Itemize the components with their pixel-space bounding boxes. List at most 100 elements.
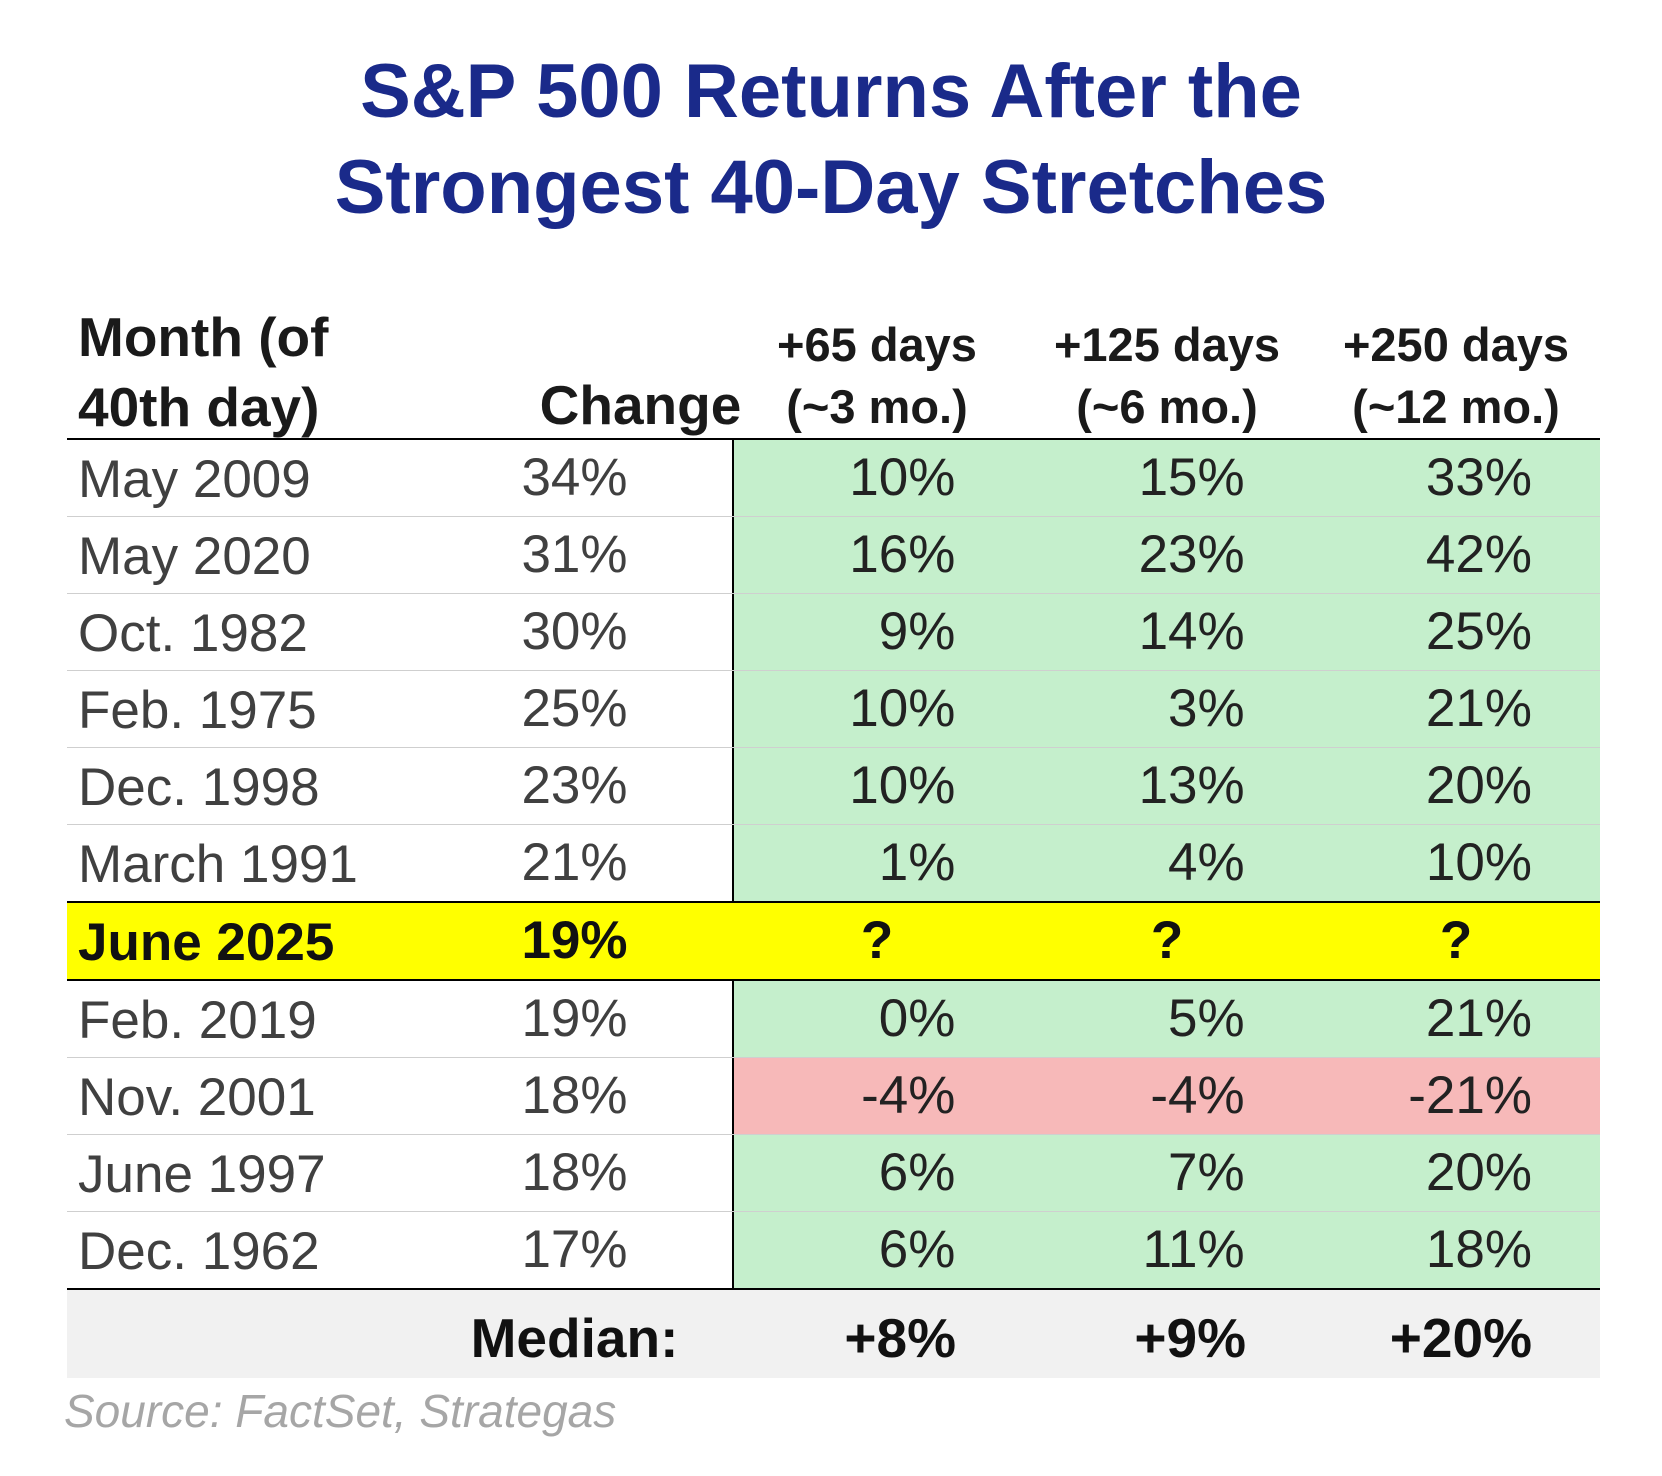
row-returns: -4% -4% -21% [732,1058,1600,1134]
row-65-days: 16% [849,525,956,584]
row-125-days: 4% [1168,833,1245,892]
table-row: May 2009 34% 10% 15% 33% [67,440,1600,517]
median-125-days: +9% [1134,1307,1246,1369]
row-65-days: 10% [849,448,956,507]
row-change: 19% [521,989,628,1048]
row-250-days: 42% [1425,525,1532,584]
row-change: 31% [521,525,628,584]
row-change: 25% [521,679,628,738]
table-row: Feb. 2019 19% 0% 5% 21% [67,981,1600,1058]
median-spacer [67,1290,417,1378]
row-change: 17% [521,1220,628,1279]
row-month: June 2025 [78,913,335,972]
row-250-days: 20% [1425,756,1532,815]
chart-title-line-2: Strongest 40-Day Stretches [334,145,1328,230]
row-250-days: -21% [1408,1066,1532,1125]
row-month: May 2009 [78,450,311,509]
row-returns: 1% 4% 10% [732,825,1600,901]
row-125-days: 7% [1168,1143,1245,1202]
row-65-days: -4% [861,1066,956,1125]
chart-title: S&P 500 Returns After the Strongest 40-D… [0,44,1662,236]
row-65-days: 10% [849,679,956,738]
row-125-days: ? [1150,911,1184,970]
row-month: Feb. 2019 [78,991,317,1050]
median-label: Median: [470,1307,679,1369]
row-change: 21% [521,833,628,892]
table-row: May 2020 31% 16% 23% 42% [67,517,1600,594]
row-month: Feb. 1975 [78,681,317,740]
header-month-line-2: 40th day) [78,376,320,438]
header-month-line-1: Month (of [78,306,329,368]
row-change: 18% [521,1143,628,1202]
row-returns: 10% 3% 21% [732,671,1600,747]
header-change: Change [539,374,742,436]
row-month: Dec. 1962 [78,1222,320,1281]
table-row: June 1997 18% 6% 7% 20% [67,1135,1600,1212]
header-65-days-line-1: +65 days [777,318,977,371]
header-month: Month (of 40th day) [78,302,328,442]
returns-table: Month (of 40th day) Change +65 days (~3 … [67,290,1600,1378]
table-row: Nov. 2001 18% -4% -4% -21% [67,1058,1600,1135]
header-65-days: +65 days (~3 mo.) [732,314,1022,438]
row-250-days: 21% [1425,989,1532,1048]
row-month: Oct. 1982 [78,604,308,663]
row-change: 19% [521,911,628,970]
row-125-days: 5% [1168,989,1245,1048]
row-month: Dec. 1998 [78,758,320,817]
table-row: Feb. 1975 25% 10% 3% 21% [67,671,1600,748]
row-month: June 1997 [78,1145,326,1204]
median-65-days: +8% [844,1307,956,1369]
row-65-days: 6% [878,1220,956,1279]
chart-title-line-1: S&P 500 Returns After the [360,49,1302,134]
table-row: March 1991 21% 1% 4% 10% [67,825,1600,903]
row-125-days: 11% [1142,1220,1245,1279]
row-125-days: -4% [1150,1066,1245,1125]
table-row: Dec. 1998 23% 10% 13% 20% [67,748,1600,825]
row-returns: 6% 7% 20% [732,1135,1600,1211]
row-65-days: 9% [878,602,956,661]
row-250-days: 25% [1425,602,1532,661]
row-change: 18% [521,1066,628,1125]
row-month: May 2020 [78,527,311,586]
row-125-days: 3% [1168,679,1245,738]
source-note: Source: FactSet, Strategas [64,1385,617,1437]
header-250-days-line-1: +250 days [1342,318,1570,371]
row-125-days: 15% [1138,448,1245,507]
header-125-days-line-2: (~6 mo.) [1076,380,1258,433]
row-change: 30% [521,602,628,661]
header-125-days: +125 days (~6 mo.) [1022,314,1312,438]
table-row: Dec. 1962 17% 6% 11% 18% [67,1212,1600,1290]
row-returns: 10% 15% 33% [732,440,1600,516]
row-change: 34% [521,448,628,507]
median-row: Median: +8% +9% +20% [67,1290,1600,1378]
row-returns: 9% 14% 25% [732,594,1600,670]
row-250-days: 33% [1425,448,1532,507]
highlight-row: June 2025 19%??? [67,901,1600,981]
table-row: Oct. 1982 30% 9% 14% 25% [67,594,1600,671]
row-125-days: 14% [1138,602,1245,661]
row-125-days: 23% [1138,525,1245,584]
row-65-days: 10% [849,756,956,815]
row-250-days: 18% [1425,1220,1532,1279]
row-month: Nov. 2001 [78,1068,316,1127]
header-125-days-line-1: +125 days [1053,318,1281,371]
row-change: 23% [521,756,628,815]
header-250-days: +250 days (~12 mo.) [1312,314,1600,438]
table-body: May 2009 34% 10% 15% 33% May 2020 31% 16% 23% 42%… [67,440,1600,1290]
row-65-days: 0% [878,989,956,1048]
table-header: Month (of 40th day) Change +65 days (~3 … [67,290,1600,440]
row-250-days: 20% [1425,1143,1532,1202]
header-65-days-line-2: (~3 mo.) [786,380,968,433]
row-month: March 1991 [78,835,358,894]
row-returns: 16% 23% 42% [732,517,1600,593]
row-125-days: 13% [1138,756,1245,815]
row-65-days: ? [860,911,894,970]
median-250-days: +20% [1389,1307,1532,1369]
row-250-days: 10% [1425,833,1532,892]
row-65-days: 1% [878,833,956,892]
row-250-days: 21% [1425,679,1532,738]
row-returns: 0% 5% 21% [732,981,1600,1057]
row-returns: 6% 11% 18% [732,1212,1600,1288]
row-returns: 10% 13% 20% [732,748,1600,824]
row-65-days: 6% [878,1143,956,1202]
